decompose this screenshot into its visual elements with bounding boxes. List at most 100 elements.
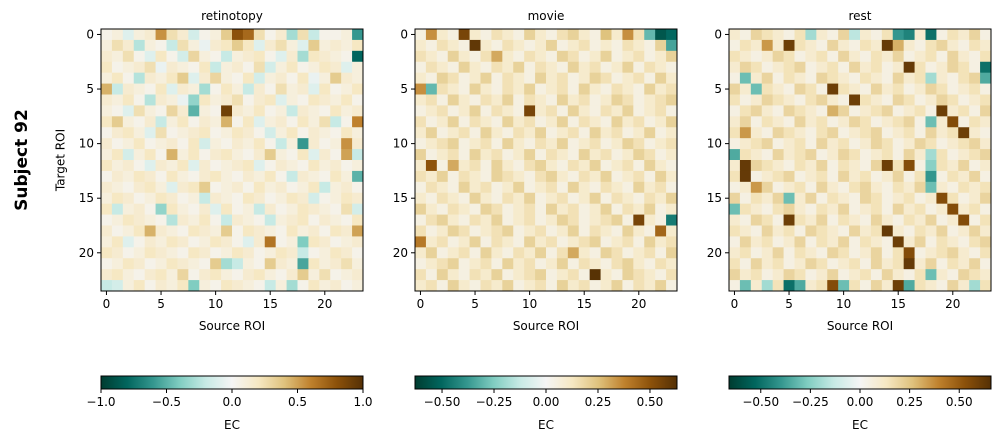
heatmap-cell [794, 170, 806, 183]
heatmap-cell [578, 29, 591, 41]
heatmap-cell [308, 127, 320, 139]
heatmap-cell [589, 280, 601, 292]
heatmap-cell [199, 149, 211, 161]
heatmap-cell [242, 127, 255, 139]
heatmap-cell [892, 225, 905, 237]
heatmap-cell [242, 116, 255, 128]
y-tick-label: 0 [400, 27, 408, 41]
heatmap-cell [870, 72, 883, 84]
heatmap-cell [210, 269, 222, 281]
heatmap-cell [556, 192, 569, 205]
heatmap-cell [155, 105, 167, 117]
heatmap-cell [166, 258, 178, 270]
heatmap-cell [253, 29, 266, 41]
heatmap-cell [524, 203, 536, 215]
heatmap-cell [199, 105, 211, 117]
heatmap-cell [546, 50, 558, 63]
heatmap-cell [578, 105, 591, 117]
heatmap-cell [447, 83, 460, 95]
heatmap-cell [436, 149, 449, 161]
heatmap-cell [111, 160, 124, 172]
heatmap-cell [969, 225, 981, 237]
heatmap-cell [166, 192, 178, 205]
heatmap-cell [666, 258, 678, 270]
heatmap-cell [860, 127, 872, 139]
heatmap-cell [133, 247, 146, 259]
heatmap-cell [210, 203, 222, 215]
heatmap-cell [101, 280, 113, 292]
heatmap-cell [622, 83, 634, 95]
heatmap-cell [589, 127, 601, 139]
heatmap-cell [914, 225, 926, 237]
heatmap-cell [849, 269, 861, 281]
heatmap-cell [816, 170, 828, 183]
heatmap-cell [892, 94, 905, 106]
heatmap-cell [772, 170, 784, 183]
heatmap-cell [101, 170, 113, 183]
heatmap-cell [491, 247, 503, 259]
heatmap-cell [816, 50, 828, 63]
heatmap-cell [101, 225, 113, 237]
heatmap-cell [827, 94, 839, 106]
heatmap-cell [729, 61, 741, 74]
y-tick-label: 0 [86, 27, 94, 41]
heatmap-cell [286, 61, 298, 74]
heatmap-cell [242, 105, 255, 117]
heatmap-cell [341, 203, 353, 215]
heatmap-cell [253, 181, 266, 194]
heatmap-cell [469, 236, 481, 248]
heatmap-cell [860, 29, 872, 41]
heatmap-cell [556, 72, 569, 84]
y-tick-label: 20 [393, 246, 408, 260]
heatmap-cell [750, 225, 763, 237]
heatmap-cell [352, 83, 364, 95]
heatmap-cell [210, 192, 222, 205]
heatmap-cell [199, 192, 211, 205]
heatmap-cell [155, 138, 167, 150]
heatmap-cell [980, 105, 992, 117]
heatmap-cell [914, 39, 926, 52]
heatmap-cell [415, 39, 427, 52]
heatmap-cell [458, 94, 470, 106]
heatmap-cell [838, 105, 850, 117]
heatmap-cell [133, 160, 146, 172]
heatmap-cell [870, 94, 883, 106]
heatmap-cell [936, 61, 948, 74]
heatmap-cell [849, 170, 861, 183]
heatmap-cell [210, 105, 222, 117]
heatmap-cell [308, 181, 320, 194]
heatmap-cell [330, 192, 342, 205]
heatmap-cell [513, 61, 525, 74]
heatmap-cell [436, 160, 449, 172]
heatmap-cell [425, 116, 438, 128]
heatmap-cell [308, 61, 320, 74]
heatmap-cell [772, 29, 784, 41]
heatmap-cell [177, 280, 189, 292]
heatmap-cell [633, 160, 645, 172]
heatmap-cell [761, 116, 774, 128]
heatmap-cell [827, 127, 839, 139]
heatmap-cell [264, 72, 277, 84]
heatmap-cell [666, 72, 678, 84]
heatmap-cell [330, 72, 342, 84]
heatmap-cell [925, 127, 937, 139]
heatmap-cell [144, 149, 156, 161]
heatmap-cell [969, 192, 981, 205]
heatmap-cell [166, 72, 178, 84]
x-tick-label: 15 [891, 297, 906, 311]
heatmap-cell [319, 247, 331, 259]
heatmap-cell [903, 269, 915, 281]
heatmap-cell [210, 149, 222, 161]
heatmap-cell [892, 39, 905, 52]
heatmap-cell [870, 247, 883, 259]
heatmap-cell [611, 170, 623, 183]
heatmap-cell [297, 94, 309, 106]
heatmap-cell [914, 94, 926, 106]
heatmap-cell [188, 116, 200, 128]
heatmap-cell [122, 94, 135, 106]
heatmap-cell [980, 94, 992, 106]
heatmap-cell [556, 203, 569, 215]
heatmap-cell [524, 116, 536, 128]
